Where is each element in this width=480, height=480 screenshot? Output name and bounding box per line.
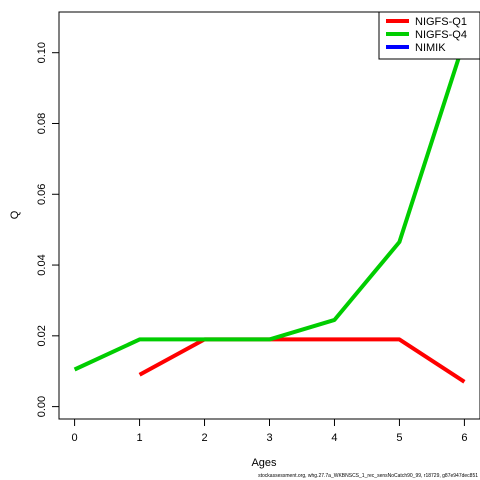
y-axis-label: Q bbox=[9, 210, 21, 219]
series-line-nigfs-q1 bbox=[138, 337, 466, 384]
x-tick-label: 3 bbox=[266, 432, 272, 444]
x-axis: 0 1 2 3 4 5 6 bbox=[72, 418, 467, 444]
legend-label: NIGFS-Q4 bbox=[415, 29, 467, 41]
x-tick-label: 1 bbox=[136, 432, 142, 444]
x-axis-label: Ages bbox=[251, 457, 277, 469]
y-tick-label: 0.10 bbox=[36, 42, 48, 63]
x-tick-label: 2 bbox=[201, 432, 207, 444]
x-tick-label: 4 bbox=[331, 432, 337, 444]
y-tick-label: 0.02 bbox=[36, 325, 48, 346]
plot-lines bbox=[73, 39, 467, 384]
x-tick-label: 5 bbox=[396, 432, 402, 444]
legend-label: NIMIK bbox=[415, 42, 446, 54]
y-tick-label: 0.06 bbox=[36, 184, 48, 205]
series-line-nigfs-q4 bbox=[73, 39, 467, 372]
y-tick-label: 0.00 bbox=[36, 396, 48, 417]
y-axis: 0.00 0.02 0.04 0.06 0.08 0.10 bbox=[36, 42, 60, 417]
y-tick-label: 0.04 bbox=[36, 254, 48, 275]
y-tick-label: 0.08 bbox=[36, 113, 48, 134]
x-tick-label: 6 bbox=[461, 432, 467, 444]
footer-text: stockassessment.org, whg.27.7a_WKBNSCS_1… bbox=[258, 473, 478, 479]
x-tick-label: 0 bbox=[72, 432, 78, 444]
legend-label: NIGFS-Q1 bbox=[415, 16, 467, 28]
